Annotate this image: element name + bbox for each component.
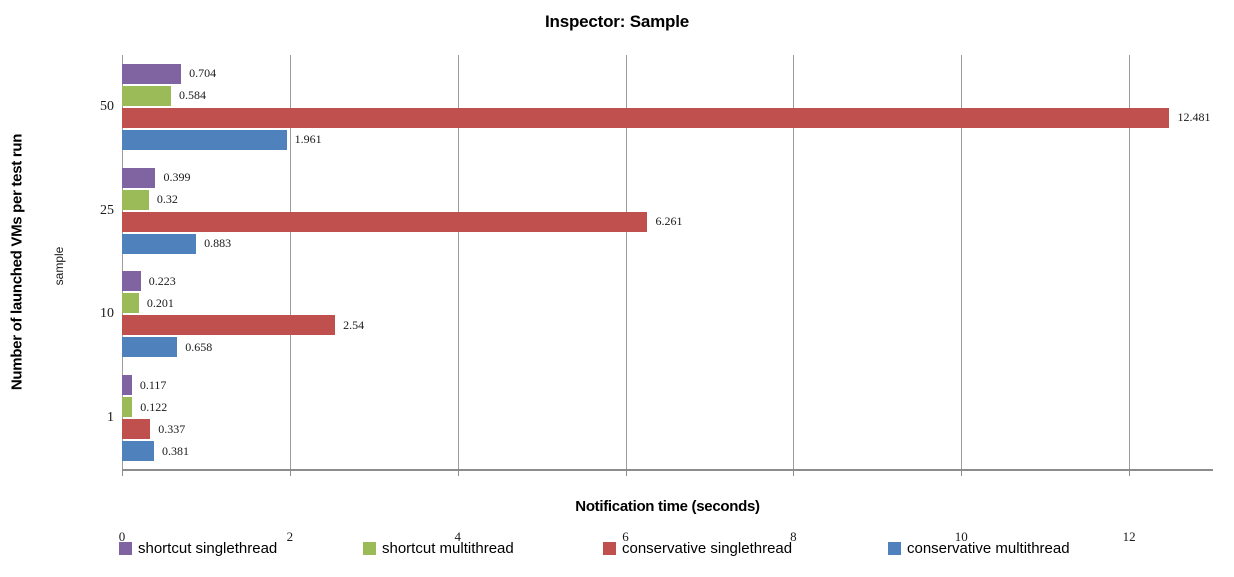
gridline <box>289 55 291 470</box>
bar-row: 0.883 <box>122 233 1213 254</box>
x-axis-line <box>122 469 1213 471</box>
y-axis-title: Number of launched VMs per test run <box>8 133 26 391</box>
bar-row: 0.704 <box>122 63 1213 84</box>
bar-value-label: 0.658 <box>185 339 213 354</box>
bar-row: 0.223 <box>122 271 1213 292</box>
legend: shortcut singlethread shortcut multithrea… <box>0 535 1234 561</box>
bar-value-label: 0.399 <box>163 170 191 185</box>
legend-swatch <box>363 541 376 555</box>
bar-value-label: 0.704 <box>189 66 217 81</box>
gridline <box>1129 55 1131 470</box>
bar <box>122 211 648 232</box>
bar-value-label: 0.381 <box>161 443 189 458</box>
bar-row: 0.117 <box>122 375 1213 396</box>
x-tick-label: 2 <box>286 529 294 544</box>
bar <box>122 315 336 336</box>
y-tick-label: 1 <box>107 410 114 426</box>
bar-row: 0.122 <box>122 397 1213 418</box>
bar <box>122 337 178 358</box>
y-tick-label: 10 <box>100 306 114 322</box>
legend-swatch <box>119 541 132 555</box>
y-tick-label: 50 <box>100 98 114 114</box>
bar <box>122 167 156 188</box>
legend-label: conservative multithread <box>907 539 1070 557</box>
axis-tick <box>961 471 963 476</box>
bar-value-label: 0.584 <box>179 88 206 103</box>
bar-value-label: 1.961 <box>294 132 322 147</box>
gridline <box>625 55 627 470</box>
bar-row: 6.261 <box>122 211 1213 232</box>
bar-row: 1.961 <box>122 129 1213 150</box>
bar-row: 0.381 <box>122 441 1213 462</box>
axis-tick <box>457 471 459 476</box>
bar <box>122 107 1170 128</box>
bar <box>122 375 132 396</box>
x-tick-label: 6 <box>622 529 629 544</box>
bar-value-label: 0.122 <box>140 399 168 414</box>
bar <box>122 293 139 314</box>
x-tick-label: 12 <box>1122 529 1136 544</box>
bar <box>122 63 182 84</box>
bar-value-label: 0.117 <box>139 377 167 392</box>
plot-area: 0 2 4 6 8 10 12 50 0.704 0.584 12.481 1.961 25 0.399 0… <box>100 55 1213 544</box>
legend-item: shortcut singlethread <box>119 535 277 561</box>
bar-row: 0.32 <box>122 189 1213 210</box>
bar <box>122 129 287 150</box>
axis-tick <box>1129 471 1131 476</box>
legend-label: conservative singlethread <box>622 539 793 557</box>
bar-row: 12.481 <box>122 107 1213 128</box>
y-axis-subtitle: sample <box>52 246 66 286</box>
bar <box>122 397 133 418</box>
bar-row: 0.399 <box>122 167 1213 188</box>
bar-group: 50 0.704 0.584 12.481 1.961 <box>100 55 1213 159</box>
bar-value-label: 12.481 <box>1177 110 1211 125</box>
legend-item: shortcut multithread <box>363 535 514 561</box>
y-tick-label: 25 <box>100 202 114 218</box>
axis-tick <box>793 471 795 476</box>
bar <box>122 271 141 292</box>
chart-title: Inspector: Sample <box>545 12 689 31</box>
legend-label: shortcut singlethread <box>138 539 278 557</box>
bar-value-label: 0.32 <box>156 192 178 207</box>
legend-swatch <box>603 541 616 555</box>
bar <box>122 233 197 254</box>
gridline <box>793 55 795 470</box>
bar-row: 0.337 <box>122 419 1213 440</box>
gridline <box>122 55 123 470</box>
bar-row: 2.54 <box>122 315 1213 336</box>
gridline <box>961 55 963 470</box>
axis-tick <box>289 471 291 476</box>
bar <box>122 189 149 210</box>
bar-value-label: 0.883 <box>204 236 232 251</box>
bar <box>122 419 151 440</box>
x-tick-label: 10 <box>954 529 968 544</box>
bar-group: 25 0.399 0.32 6.261 0.883 <box>100 159 1213 263</box>
bar <box>122 441 154 462</box>
axis-tick <box>625 471 627 476</box>
x-tick-label: 8 <box>790 529 797 544</box>
bar-value-label: 0.337 <box>158 421 186 436</box>
bar-value-label: 6.261 <box>655 214 683 229</box>
bar <box>122 85 171 106</box>
legend-swatch <box>888 541 901 555</box>
bar-group: 1 0.117 0.122 0.337 0.381 <box>107 366 1213 470</box>
x-axis-title: Notification time (seconds) <box>575 498 760 515</box>
gridline <box>457 55 459 470</box>
bar-row: 0.658 <box>122 337 1213 358</box>
axis-tick <box>122 471 123 476</box>
x-tick-label: 0 <box>118 529 126 544</box>
bar-row: 0.584 <box>122 85 1213 106</box>
bar-value-label: 0.223 <box>148 273 176 288</box>
bar-group: 10 0.223 0.201 2.54 0.658 <box>100 263 1213 367</box>
bar-value-label: 0.201 <box>146 295 174 310</box>
legend-item: conservative singlethread <box>603 535 792 561</box>
bar-value-label: 2.54 <box>343 317 365 332</box>
legend-label: shortcut multithread <box>382 539 514 557</box>
legend-item: conservative multithread <box>888 535 1070 561</box>
x-tick-label: 4 <box>454 529 461 544</box>
bar-row: 0.201 <box>122 293 1213 314</box>
